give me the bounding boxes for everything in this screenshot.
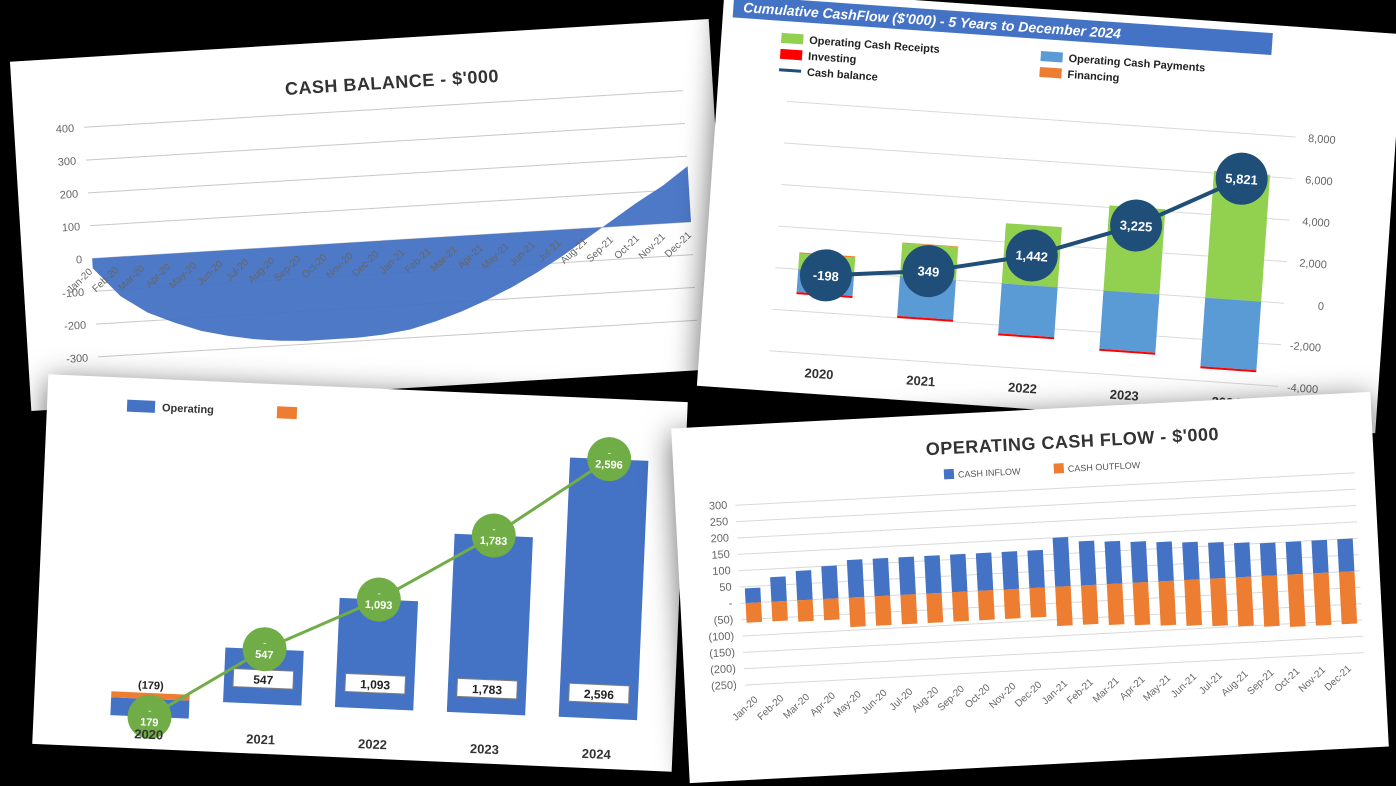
legend: Operating	[127, 400, 297, 420]
svg-text:(250): (250)	[711, 679, 737, 692]
svg-text:1,093: 1,093	[360, 677, 391, 692]
svg-text:(150): (150)	[709, 647, 735, 660]
legend-swatch-2	[277, 406, 298, 419]
svg-text:200: 200	[710, 532, 729, 545]
svg-text:(179): (179)	[138, 679, 165, 692]
svg-text:Mar-20: Mar-20	[781, 692, 812, 722]
svg-text:2022: 2022	[358, 736, 388, 752]
cumulative-cashflow-chart: Cumulative CashFlow ($'000) - 5 Years to…	[697, 0, 1396, 433]
svg-text:Oct-21: Oct-21	[1273, 666, 1303, 695]
svg-text:Jan-21: Jan-21	[1040, 678, 1070, 707]
svg-text:100: 100	[712, 565, 731, 578]
svg-text:May-21: May-21	[1141, 673, 1173, 704]
cash-balance-chart: CASH BALANCE - $'000 -300-200-1000100200…	[10, 19, 730, 411]
svg-text:3,225: 3,225	[1119, 217, 1153, 234]
annual-operating-chart: Operating (179)(19)5471,0931,7832,596 -1…	[32, 374, 688, 772]
y-axis-labels: (250) (200) (150) (100) (50) - 50 100 150 200 250 3…	[701, 500, 737, 693]
svg-text:-2,000: -2,000	[1289, 340, 1321, 354]
chart-title: CASH BALANCE - $'000	[284, 66, 499, 99]
svg-text:2,596: 2,596	[595, 459, 623, 472]
svg-text:-: -	[492, 524, 496, 535]
svg-text:2020: 2020	[804, 365, 834, 382]
svg-text:2021: 2021	[906, 372, 936, 389]
bar-series	[743, 522, 1357, 655]
svg-text:-198: -198	[812, 267, 839, 284]
svg-text:Dec-20: Dec-20	[1013, 679, 1044, 709]
svg-text:8,000: 8,000	[1308, 133, 1336, 147]
x-axis-labels: 2020 2021 2022 2023 2024	[134, 726, 612, 762]
svg-text:2024: 2024	[582, 746, 612, 762]
svg-text:1,783: 1,783	[479, 535, 507, 548]
svg-text:Sep-20: Sep-20	[936, 683, 967, 713]
svg-text:Feb-21: Feb-21	[1065, 677, 1096, 707]
svg-text:CASH OUTFLOW: CASH OUTFLOW	[1068, 460, 1141, 474]
svg-text:Mar-21: Mar-21	[1091, 675, 1122, 705]
x-axis-labels: Jan-20Feb-20Mar-20Apr-20May-20Jun-20Jul-…	[730, 663, 1356, 726]
svg-text:300: 300	[709, 500, 728, 513]
svg-text:4,000: 4,000	[1302, 216, 1330, 230]
svg-text:2023: 2023	[1109, 387, 1139, 404]
svg-text:Feb-20: Feb-20	[756, 693, 787, 723]
svg-text:100: 100	[62, 221, 81, 234]
svg-text:349: 349	[917, 263, 940, 279]
svg-text:200: 200	[60, 189, 79, 202]
svg-text:547: 547	[253, 672, 274, 687]
svg-text:Dec-21: Dec-21	[1323, 663, 1354, 693]
svg-text:Aug-20: Aug-20	[910, 685, 941, 715]
svg-text:-: -	[377, 588, 381, 599]
svg-text:6,000: 6,000	[1305, 174, 1333, 188]
svg-text:2022: 2022	[1008, 380, 1038, 397]
svg-text:Oct-21: Oct-21	[613, 233, 643, 262]
svg-text:-200: -200	[64, 320, 87, 333]
svg-text:Nov-21: Nov-21	[1297, 664, 1328, 694]
svg-text:-300: -300	[66, 352, 89, 365]
svg-text:2020: 2020	[134, 726, 164, 742]
svg-text:0: 0	[76, 254, 83, 266]
svg-text:Investing: Investing	[808, 51, 857, 66]
svg-text:-: -	[263, 638, 267, 649]
svg-text:Jun-21: Jun-21	[1169, 671, 1199, 700]
svg-text:Aug-21: Aug-21	[1220, 669, 1251, 699]
y-axis-labels: -4,000-2,00002,0004,0006,0008,000	[1287, 133, 1336, 397]
chart-title: OPERATING CASH FLOW - $'000	[925, 424, 1219, 459]
svg-text:250: 250	[710, 516, 729, 529]
svg-text:1,442: 1,442	[1015, 247, 1049, 264]
legend-swatch	[127, 400, 155, 413]
legend-label: Operating	[162, 402, 214, 416]
svg-text:May-20: May-20	[832, 689, 864, 720]
svg-text:300: 300	[58, 156, 77, 169]
svg-text:150: 150	[711, 549, 730, 562]
y-axis-labels: -300-200-1000100200300400	[52, 123, 89, 366]
svg-text:2021: 2021	[246, 731, 276, 747]
svg-text:547: 547	[255, 649, 274, 662]
svg-text:Sep-21: Sep-21	[1245, 667, 1276, 697]
svg-text:400: 400	[56, 123, 75, 136]
svg-text:1,783: 1,783	[472, 682, 503, 697]
svg-text:Jun-20: Jun-20	[860, 687, 890, 716]
svg-text:2,596: 2,596	[584, 687, 615, 702]
svg-text:-: -	[608, 448, 612, 459]
svg-text:-: -	[148, 706, 152, 717]
operating-cashflow-chart: OPERATING CASH FLOW - $'000 CASH INFLOWC…	[671, 392, 1389, 783]
svg-text:(50): (50)	[713, 614, 733, 627]
svg-text:Oct-20: Oct-20	[963, 682, 993, 711]
legend: CASH INFLOW CASH OUTFLOW	[944, 459, 1141, 480]
svg-text:(200): (200)	[710, 663, 736, 676]
svg-text:0: 0	[1317, 301, 1324, 313]
svg-text:50: 50	[719, 581, 732, 594]
svg-text:Cash balance: Cash balance	[807, 67, 879, 84]
svg-text:Financing: Financing	[1067, 69, 1120, 85]
svg-text:2023: 2023	[470, 741, 500, 757]
svg-text:(100): (100)	[708, 630, 734, 643]
svg-text:CASH INFLOW: CASH INFLOW	[958, 466, 1021, 479]
svg-text:Jan-20: Jan-20	[731, 694, 761, 723]
svg-text:5,821: 5,821	[1225, 171, 1259, 188]
svg-text:Nov-20: Nov-20	[987, 681, 1018, 711]
svg-text:1,093: 1,093	[365, 599, 393, 612]
svg-text:-: -	[728, 598, 733, 610]
svg-text:2,000: 2,000	[1299, 258, 1327, 272]
